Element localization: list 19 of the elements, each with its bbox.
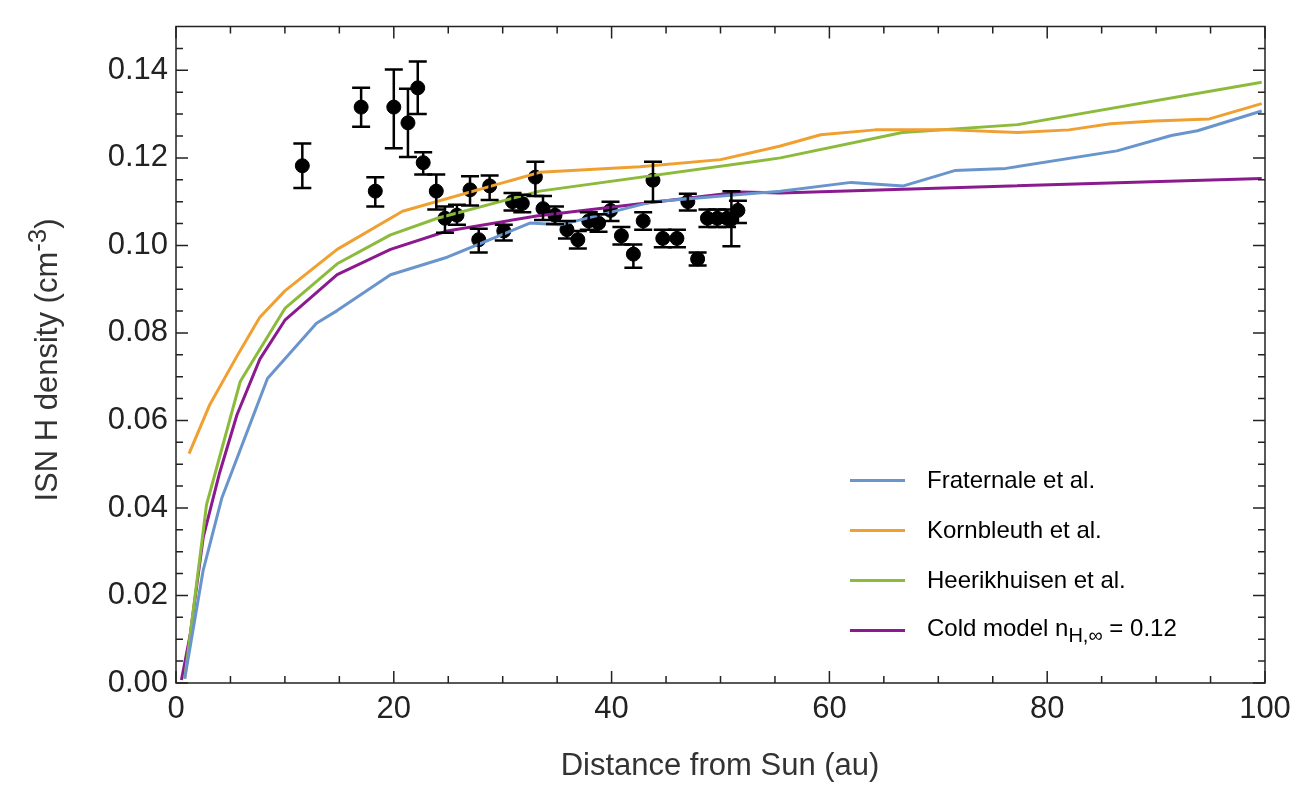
y-tick-label: 0.04 bbox=[107, 488, 168, 524]
x-tick-label: 100 bbox=[1239, 690, 1291, 726]
y-tick-label: 0.14 bbox=[107, 50, 168, 86]
x-tick-label: 0 bbox=[167, 690, 185, 726]
y-tick-label: 0.06 bbox=[107, 400, 168, 436]
x-tick-label: 80 bbox=[1029, 690, 1065, 726]
y-tick-label: 0.00 bbox=[107, 663, 168, 699]
y-tick-label: 0.08 bbox=[107, 313, 168, 349]
x-tick-label: 60 bbox=[812, 690, 847, 726]
y-tick-label: 0.02 bbox=[107, 576, 168, 612]
legend-label: Fraternale et al. bbox=[927, 466, 1096, 494]
legend-label: Kornbleuth et al. bbox=[927, 516, 1102, 544]
legend-label: Cold model n$_{H,∞}$ = 0.12 bbox=[927, 613, 1177, 647]
y-tick-label: 0.10 bbox=[107, 225, 168, 261]
x-axis-title: Distance from Sun (au) bbox=[560, 747, 880, 783]
x-tick-label: 40 bbox=[594, 690, 629, 726]
y-tick-label: 0.12 bbox=[107, 138, 168, 174]
legend-label: Heerikhuisen et al. bbox=[927, 566, 1126, 594]
x-tick-label: 20 bbox=[376, 690, 412, 726]
